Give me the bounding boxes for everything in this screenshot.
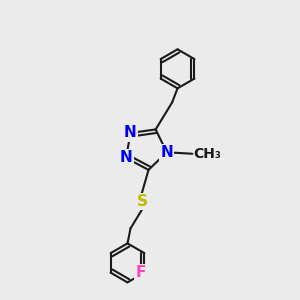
Text: N: N	[124, 125, 137, 140]
Text: S: S	[136, 194, 147, 209]
Text: CH₃: CH₃	[194, 147, 221, 161]
Text: N: N	[160, 145, 173, 160]
Text: F: F	[136, 265, 146, 280]
Text: N: N	[120, 151, 133, 166]
